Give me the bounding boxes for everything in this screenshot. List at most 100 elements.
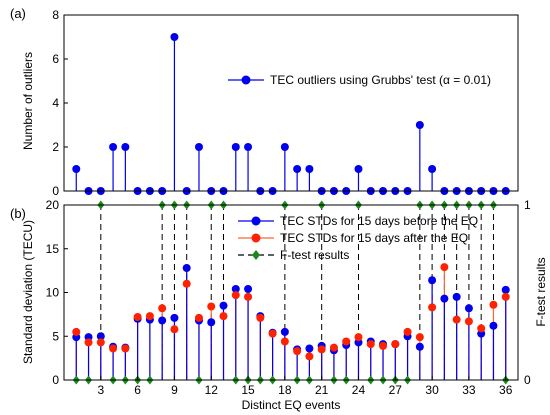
std-after-point [415,333,424,342]
std-before-point [96,332,105,341]
a-ytick-label: 2 [52,140,59,154]
std-before-point [428,276,437,285]
outlier-point [194,143,203,151]
std-before-point [244,285,253,293]
std-after-point [440,263,449,272]
b-xtick-label: 3 [97,383,104,397]
panel-b-frame [63,204,519,381]
std-after-point [121,344,130,353]
std-after-point [194,313,203,322]
panel-a-ylabel: Number of outliers [21,52,35,150]
std-after-point [84,338,93,347]
std-after-point [305,352,314,361]
outlier-point [109,143,118,151]
legend-after-marker [251,233,261,243]
panel-a-label: (a) [10,6,26,21]
std-after-point [72,327,81,336]
std-after-point [489,300,498,309]
b-xtick-label: 6 [134,383,141,397]
std-after-point [428,303,437,312]
std-before-point [158,316,167,325]
std-after-point [256,313,265,322]
panel-b-ylabel-right: F-test results [534,257,548,326]
legend-before-marker [251,216,261,226]
b-xtick-label: 24 [352,383,366,397]
std-after-point [317,345,326,354]
std-before-point [489,321,498,330]
panel-a: (a) Number of outliers 0 2 4 6 8 TEC outlier… [10,6,519,198]
legend-before-label: TEC STDs for 15 days before the EQ [280,214,478,228]
std-after-point [452,315,461,324]
std-before-point [231,285,240,293]
std-after-point [268,329,277,338]
outlier-point [293,165,302,173]
b-xtick-label: 15 [241,383,255,397]
b-xtick-label: 9 [171,383,178,397]
std-after-point [464,317,473,326]
panel-b-legend: TEC STDs for 15 days before the EQ TEC S… [238,214,478,262]
std-before-point [464,304,473,313]
b-xtick-label: 21 [315,383,329,397]
std-after-point [403,327,412,336]
a-ytick-label: 4 [52,96,59,110]
b-ytick-label: 5 [52,329,59,343]
legend-ftest-label: F-test results [280,248,349,262]
b-ytick-right-label: 0 [524,373,531,387]
std-before-point [452,292,461,301]
std-after-point [219,312,228,321]
a-ytick-label: 0 [52,184,59,198]
outlier-point [280,143,289,151]
std-before-point [219,301,228,310]
outlier-point [244,143,253,151]
panel-b: (b) Standard deviation (TECU) F-test res… [10,198,548,412]
std-after-point [379,341,388,350]
std-after-point [280,337,289,346]
legend-grubbs-marker [241,75,251,85]
std-after-point [133,313,142,321]
b-ytick-label: 0 [52,373,59,387]
b-xtick-label: 12 [205,383,219,397]
std-after-point [109,344,118,353]
std-after-point [170,325,179,334]
std-after-point [342,337,351,346]
outlier-point [305,165,314,173]
outlier-point [121,143,130,151]
std-after-point [501,292,510,301]
panel-b-plot [72,200,510,385]
legend-after-label: TEC STDs for 15 days after the EQ [280,231,468,245]
std-before-point [207,318,216,327]
a-ytick-label: 8 [52,8,59,22]
std-before-point [280,327,289,336]
std-after-point [145,312,154,321]
b-xtick-label: 27 [389,383,403,397]
outlier-point [354,165,363,173]
std-after-point [158,304,167,313]
std-after-point [244,292,253,301]
std-after-point [231,291,240,300]
outlier-point [415,121,424,129]
std-before-point [501,285,510,294]
b-ytick-right-label: 1 [524,198,531,212]
panel-b-xlabel: Distinct EQ events [242,398,341,412]
b-xtick-label: 33 [462,383,476,397]
std-before-point [440,294,449,303]
std-after-point [477,324,486,333]
b-xtick-label: 36 [499,383,513,397]
std-before-point [182,264,191,272]
std-after-point [329,343,338,352]
panel-a-frame [63,14,519,192]
panel-a-y-ticks: 0 2 4 6 8 [52,8,68,198]
std-after-point [391,340,400,349]
std-before-point [305,344,314,353]
std-before-point [415,342,424,351]
std-after-point [366,340,375,349]
a-ytick-label: 6 [52,52,59,66]
b-ytick-label: 20 [46,198,60,212]
std-after-point [293,347,302,356]
std-before-point [170,313,179,322]
outlier-point [170,33,179,41]
std-after-point [96,338,105,347]
b-ytick-label: 10 [46,286,60,300]
